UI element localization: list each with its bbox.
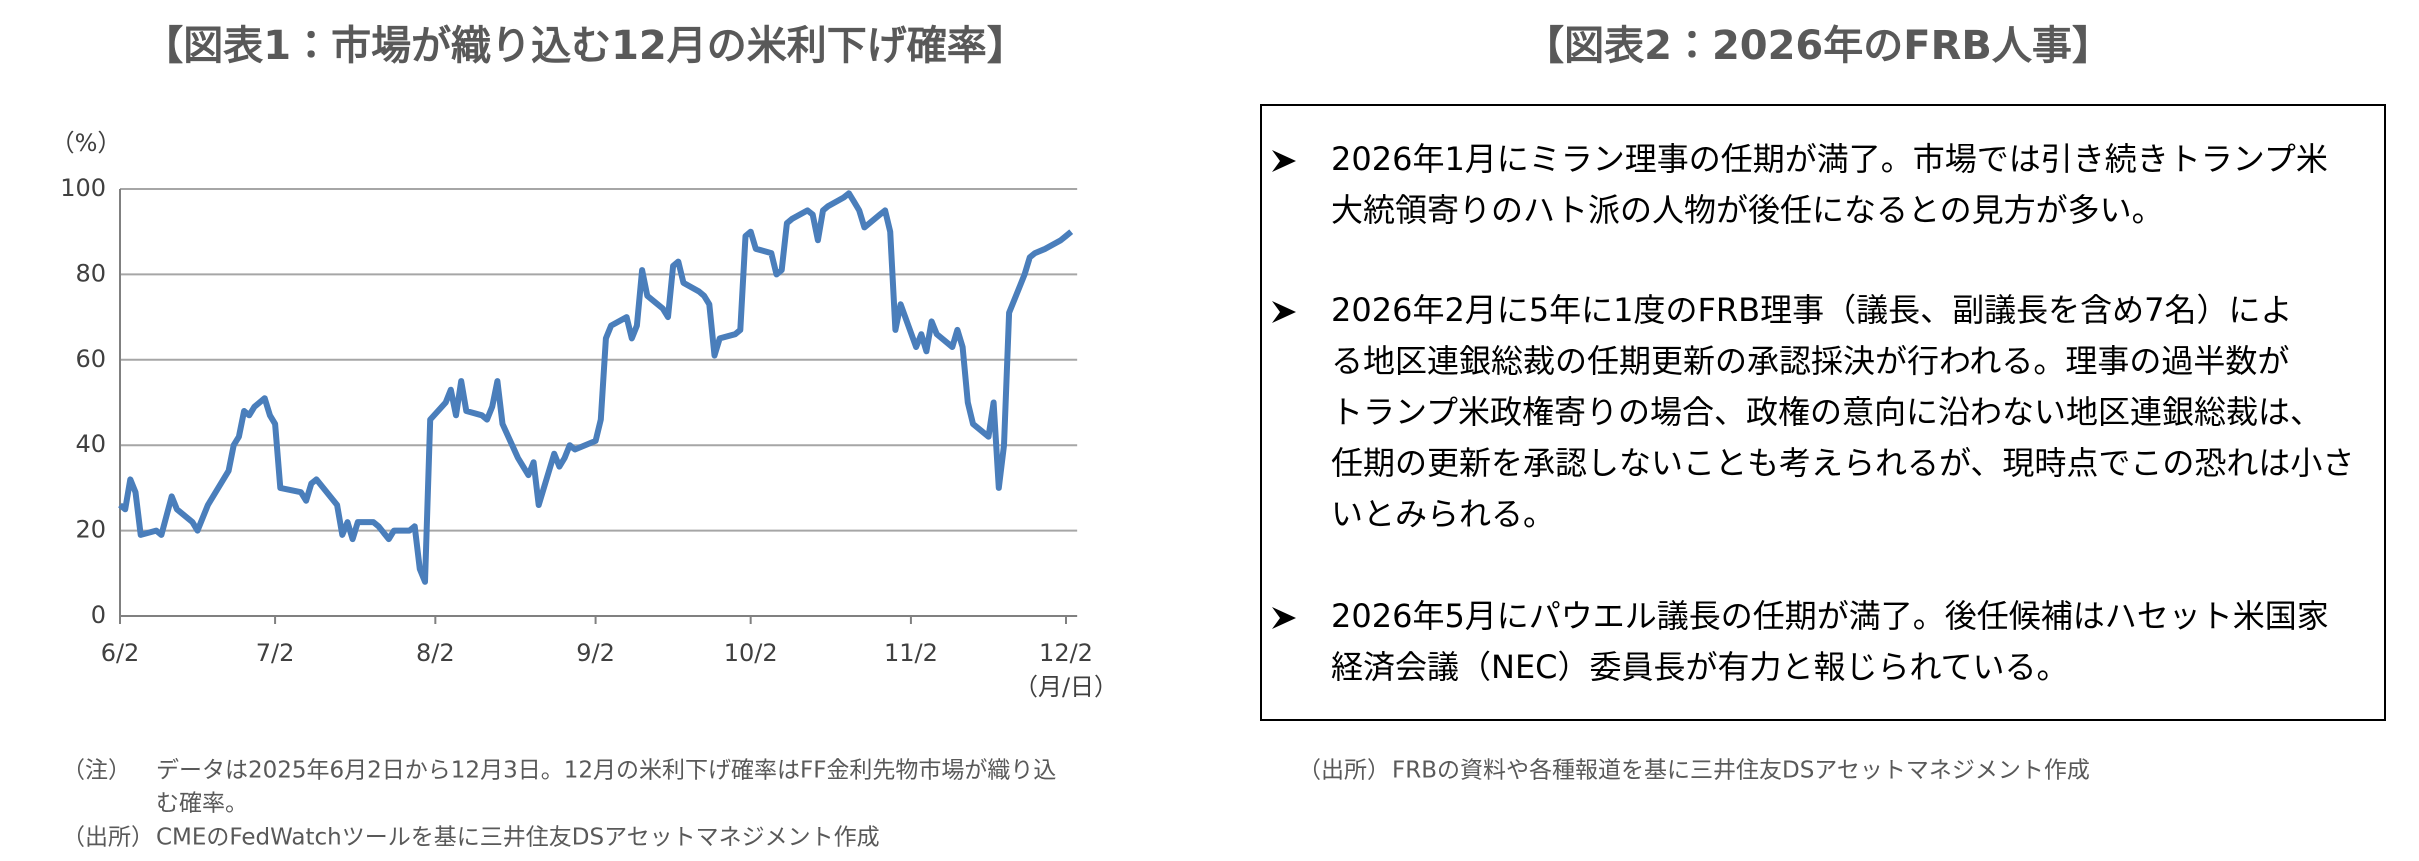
x-tick-label: 8/2 xyxy=(416,639,455,667)
bullet-text: 経済会議（NEC）委員長が有力と報じられている。 xyxy=(1331,648,2069,686)
y-axis-label: （%） xyxy=(51,129,122,157)
x-tick-label: 9/2 xyxy=(576,639,615,667)
chart-title: 【図表1：市場が織り込む12月の米利下げ確率】 xyxy=(143,23,1027,69)
x-tick-label: 12/2 xyxy=(1039,639,1093,667)
y-tick-label: 60 xyxy=(75,345,106,373)
bullet-text: 任期の更新を承認しないことも考えられるが、現時点でこの恐れは小さ xyxy=(1331,444,2354,482)
note-label: （注） xyxy=(62,758,131,784)
bullet-text: 2026年5月にパウエル議長の任期が満了。後任候補はハセット米国家 xyxy=(1331,597,2329,635)
bullet-text: 2026年1月にミラン理事の任期が満了。市場では引き続きトランプ米 xyxy=(1331,140,2328,178)
source-label: （出所） xyxy=(62,825,154,851)
y-tick-label: 100 xyxy=(60,174,106,202)
bullet-arrow xyxy=(1272,301,1296,323)
bullet-text: トランプ米政権寄りの場合、政権の意向に沿わない地区連銀総裁は、 xyxy=(1331,393,2322,431)
x-tick-label: 6/2 xyxy=(101,639,140,667)
note-line: データは2025年6月2日から12月3日。12月の米利下げ確率はFF金利先物市場… xyxy=(156,758,1056,784)
x-tick-label: 7/2 xyxy=(256,639,295,667)
panel-box xyxy=(1260,104,2386,721)
x-tick-label: 11/2 xyxy=(884,639,938,667)
bullet-text: る地区連銀総裁の任期更新の承認採決が行われる。理事の過半数が xyxy=(1331,342,2289,380)
y-tick-label: 40 xyxy=(75,430,106,458)
bullet-text: 大統領寄りのハト派の人物が後任になるとの見方が多い。 xyxy=(1331,191,2164,229)
bullet-arrow xyxy=(1272,607,1296,629)
bullet-arrow xyxy=(1272,150,1296,172)
note-line: む確率。 xyxy=(156,791,248,817)
bullet-text: 2026年2月に5年に1度のFRB理事（議長、副議長を含め7名）によ xyxy=(1331,291,2292,329)
x-axis-label: （月/日） xyxy=(1014,673,1118,701)
data-line xyxy=(118,190,1074,585)
y-tick-label: 20 xyxy=(75,516,106,544)
panel-source-text: FRBの資料や各種報道を基に三井住友DSアセットマネジメント作成 xyxy=(1392,758,2090,784)
y-tick-label: 80 xyxy=(75,259,106,287)
panel-title: 【図表2：2026年のFRB人事】 xyxy=(1524,23,2112,69)
source-text: CMEのFedWatchツールを基に三井住友DSアセットマネジメント作成 xyxy=(156,825,880,851)
bullet-text: いとみられる。 xyxy=(1331,495,1555,533)
x-tick-label: 10/2 xyxy=(724,639,778,667)
y-tick-label: 0 xyxy=(91,601,106,629)
panel-source-label: （出所） xyxy=(1298,758,1390,784)
